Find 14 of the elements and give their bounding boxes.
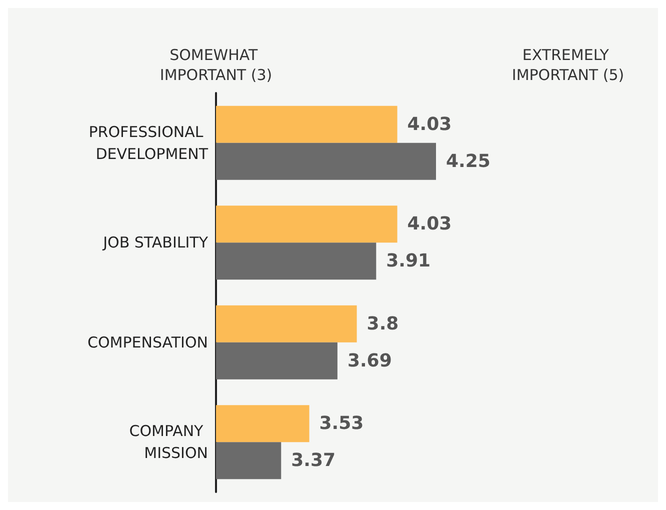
data-label: 4.25 <box>446 150 490 172</box>
x-tick-label: SOMEWHAT IMPORTANT (3) <box>160 46 272 84</box>
data-label: 4.03 <box>407 214 452 235</box>
data-label: 3.53 <box>319 413 364 434</box>
data-label: 3.37 <box>291 450 336 472</box>
y-tick-label: PROFESSIONAL DEVELOPMENT <box>88 122 209 163</box>
data-label: 3.91 <box>386 250 431 272</box>
data-label: 3.69 <box>347 350 392 372</box>
data-label: 3.8 <box>366 313 399 334</box>
y-tick-label: COMPANY MISSION <box>129 422 208 462</box>
x-tick-label: EXTREMELY IMPORTANT (5) <box>512 46 624 84</box>
data-label: 4.03 <box>407 114 452 135</box>
y-tick-label: COMPENSATION <box>88 333 208 352</box>
y-tick-label: JOB STABILITY <box>102 234 209 252</box>
